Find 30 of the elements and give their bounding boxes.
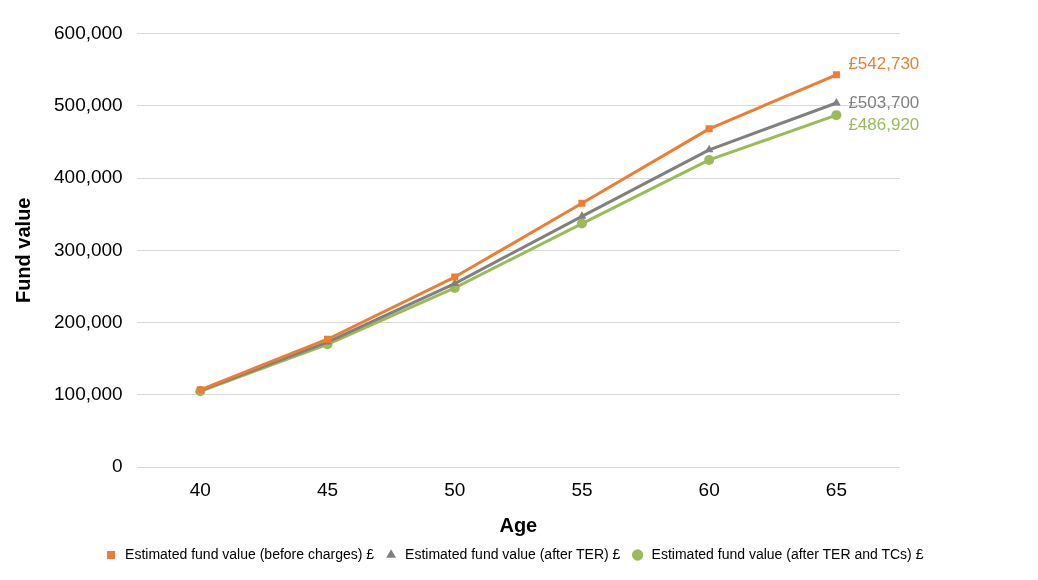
y-tick-label: 600,000 <box>53 21 123 43</box>
data-label: £542,730 <box>848 54 920 74</box>
y-axis-title: Fund value <box>11 197 34 304</box>
legend-label: Estimated fund value (after TER) £ <box>405 545 621 562</box>
x-tick-label: 60 <box>698 478 720 500</box>
data-label: £503,700 <box>848 92 920 112</box>
y-tick-label: 400,000 <box>53 166 123 188</box>
x-tick-label: 50 <box>444 478 466 500</box>
y-tick-label: 0 <box>112 455 123 477</box>
point <box>831 110 842 121</box>
point <box>705 125 713 133</box>
x-axis-title: Age <box>499 513 538 536</box>
x-tick-label: 55 <box>571 478 593 500</box>
legend-label: Estimated fund value (before charges) £ <box>125 545 375 562</box>
point <box>576 218 587 229</box>
data-label: £486,920 <box>848 114 920 134</box>
x-tick-label: 45 <box>316 478 339 500</box>
x-tick-label: 65 <box>825 478 847 500</box>
y-tick-label: 500,000 <box>53 93 123 115</box>
point <box>451 273 459 281</box>
y-tick-label: 100,000 <box>53 383 123 405</box>
point <box>704 154 715 165</box>
y-tick-label: 300,000 <box>53 238 123 260</box>
point <box>578 199 586 207</box>
y-tick-label: 200,000 <box>53 310 123 332</box>
x-tick-label: 40 <box>189 478 211 500</box>
point <box>577 211 587 219</box>
point <box>832 71 840 79</box>
point <box>832 98 841 106</box>
legend-label: Estimated fund value (after TER and TCs) £ <box>651 545 924 562</box>
